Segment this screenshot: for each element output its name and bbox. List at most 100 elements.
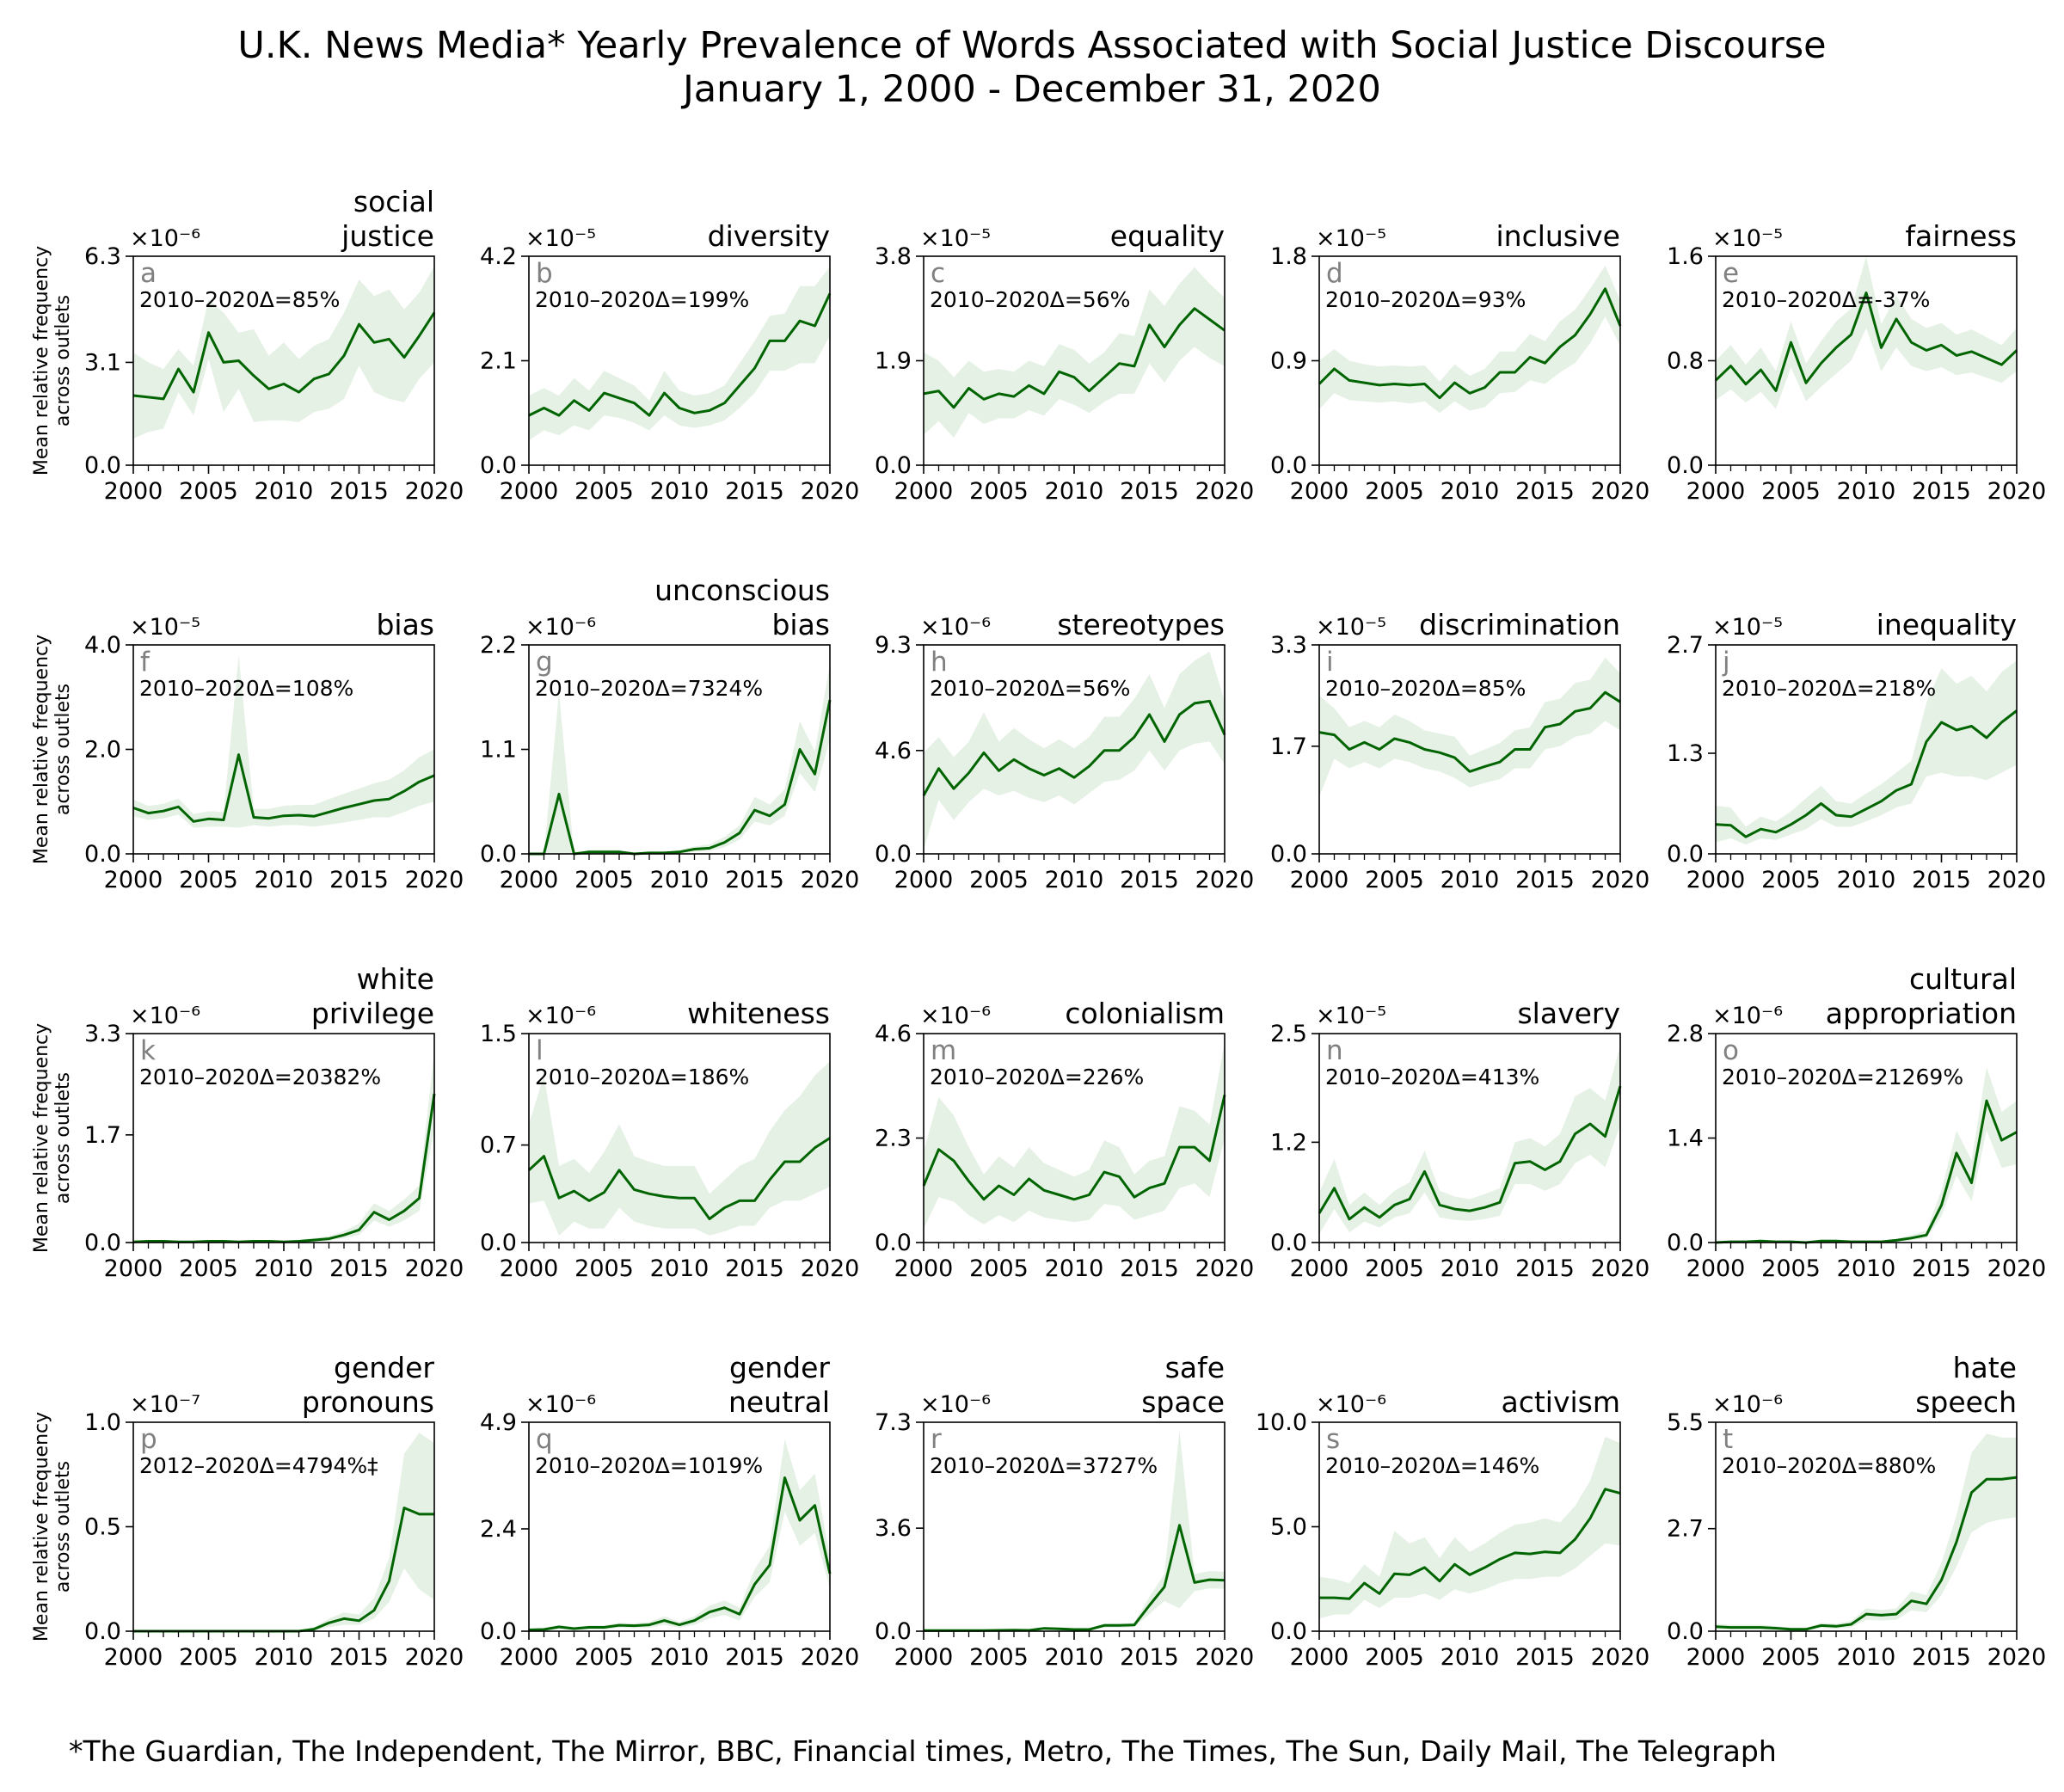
chart-1-point-2011 [693,411,697,414]
chart-12-point-2015 [1148,1187,1152,1190]
chart-6-point-2013 [723,841,727,844]
chart-0-point-2017 [388,337,391,341]
chart-7-multiplier: ×10⁻⁶ [920,614,991,641]
chart-10-xtick-label: 2020 [405,1255,464,1282]
chart-9-point-2001 [1729,824,1733,827]
chart-12-point-2013 [1118,1175,1121,1178]
chart-9-point-2002 [1744,835,1748,838]
chart-10-letter: k [140,1035,156,1066]
chart-7-point-2003 [968,771,971,775]
chart-12-xtick-label: 2005 [969,1255,1029,1282]
chart-13-point-2004 [1378,1216,1381,1219]
chart-7-xtick-label: 2020 [1195,867,1255,893]
chart-16-xtick-label: 2010 [650,1644,710,1671]
chart-2-point-2002 [952,406,955,409]
ylabel-row-4: Mean relative frequency across outlets [31,1412,74,1642]
chart-17-point-2018 [1193,1580,1196,1584]
chart-8-band [1319,657,1620,797]
chart-11-xtick-label: 2020 [801,1255,860,1282]
chart-16-point-2005 [603,1626,606,1629]
chart-16-point-2013 [723,1606,727,1610]
chart-14-xtick-label: 2020 [1987,1255,2047,1282]
chart-10-point-2012 [312,1238,316,1242]
chart-12-title-line: colonialism [1065,997,1225,1030]
chart-13-point-2018 [1588,1122,1592,1126]
chart-12-point-2005 [998,1184,1001,1188]
chart-6-ytick-label: 0.0 [480,841,517,868]
chart-5-ytick-label: 2.0 [84,737,121,764]
chart-19-point-2014 [1925,1602,1928,1605]
chart-5-letter: f [140,647,150,678]
chart-19-point-2001 [1729,1626,1733,1629]
figure-title-line1: U.K. News Media* Yearly Prevalence of Wo… [237,24,1826,67]
chart-19-delta-annotation: 2010–2020Δ=880% [1722,1453,1936,1478]
chart-16-point-2008 [648,1623,651,1627]
chart-15-title-line: pronouns [302,1385,434,1419]
panel-p: 2000 2005 2010 2015 2020 0.0 0.5 1.0 ×10⁻⁷ gender… [84,1351,464,1671]
chart-14-xtick-label: 2010 [1837,1255,1896,1282]
chart-8-point-2009 [1453,756,1457,759]
chart-9-title-line: inequality [1877,608,2017,641]
chart-1-point-2008 [648,414,651,417]
chart-11-point-2012 [708,1218,711,1221]
chart-5-ytick-label: 0.0 [84,841,121,868]
chart-14-band [1716,1067,2017,1243]
chart-7-letter: h [931,647,948,678]
chart-15-point-2019 [418,1513,421,1516]
chart-2-title-line: equality [1110,219,1225,253]
chart-1-letter: b [536,258,553,289]
chart-2-point-2001 [937,390,941,393]
chart-14-title-line: appropriation [1826,997,2017,1030]
chart-9-ytick-label: 0.0 [1667,841,1704,868]
chart-2-point-2006 [1012,395,1016,398]
chart-5-point-2017 [388,797,391,801]
chart-12-ytick-label: 0.0 [875,1230,912,1256]
chart-13-multiplier: ×10⁻⁵ [1316,1003,1386,1029]
chart-16-ytick-label: 0.0 [480,1618,517,1645]
chart-19-point-2007 [1820,1623,1823,1627]
chart-8-point-2012 [1498,760,1502,764]
chart-16-delta-annotation: 2010–2020Δ=1019% [535,1453,763,1478]
chart-15-xtick-label: 2005 [179,1644,238,1671]
chart-17-xtick-label: 2020 [1195,1644,1255,1671]
chart-14-xtick-label: 2015 [1912,1255,1971,1282]
chart-5-xtick-label: 2010 [255,867,314,893]
figure-title-line2: January 1, 2000 - December 31, 2020 [680,68,1381,111]
chart-16-ytick-label: 2.4 [480,1516,517,1543]
chart-7-ytick-label: 9.3 [875,632,912,659]
chart-19-point-2004 [1774,1627,1778,1630]
chart-9-line [1715,709,2018,838]
panel-r: 2000 2005 2010 2015 2020 0.0 3.6 7.3 ×10⁻⁶ safesp… [875,1351,1254,1671]
chart-8-point-2017 [1574,709,1577,713]
chart-12-point-2003 [968,1180,971,1183]
chart-3-point-2010 [1468,391,1471,395]
chart-13-point-2006 [1408,1198,1411,1201]
chart-2-point-2015 [1148,323,1152,327]
panel-i: 2000 2005 2010 2015 2020 0.0 1.7 3.3 ×10⁻⁵ discri… [1270,608,1649,893]
chart-13-point-2015 [1544,1168,1547,1171]
panel-s: 2000 2005 2010 2015 2020 0.0 5.0 10.0 ×10⁻⁶ activ… [1256,1385,1649,1671]
chart-3-point-2007 [1423,383,1427,386]
chart-0-point-2015 [358,322,361,326]
chart-0-point-2016 [372,341,376,344]
chart-7-ytick-label: 4.6 [875,738,912,764]
chart-15-xtick-label: 2010 [255,1644,314,1671]
chart-4-point-2009 [1850,333,1853,336]
chart-2-xtick-label: 2015 [1120,478,1179,505]
chart-13-point-2007 [1423,1169,1427,1173]
chart-1-xtick-label: 2015 [725,478,784,505]
chart-3-point-2013 [1514,371,1517,374]
chart-6-xtick-label: 2020 [801,867,860,893]
chart-10-point-2014 [342,1233,346,1237]
chart-19-title-line: speech [1915,1385,2017,1419]
chart-18-xtick-label: 2015 [1515,1644,1575,1671]
chart-11-xtick-label: 2010 [650,1255,710,1282]
chart-17-point-2016 [1163,1585,1166,1588]
chart-12-ytick-label: 4.6 [875,1021,912,1047]
chart-19-point-2002 [1744,1626,1748,1629]
chart-3-letter: d [1326,258,1343,289]
chart-3-band [1319,265,1620,414]
chart-1-point-2015 [753,366,757,370]
chart-7-point-2008 [1042,774,1046,777]
chart-13-point-2008 [1438,1203,1441,1206]
